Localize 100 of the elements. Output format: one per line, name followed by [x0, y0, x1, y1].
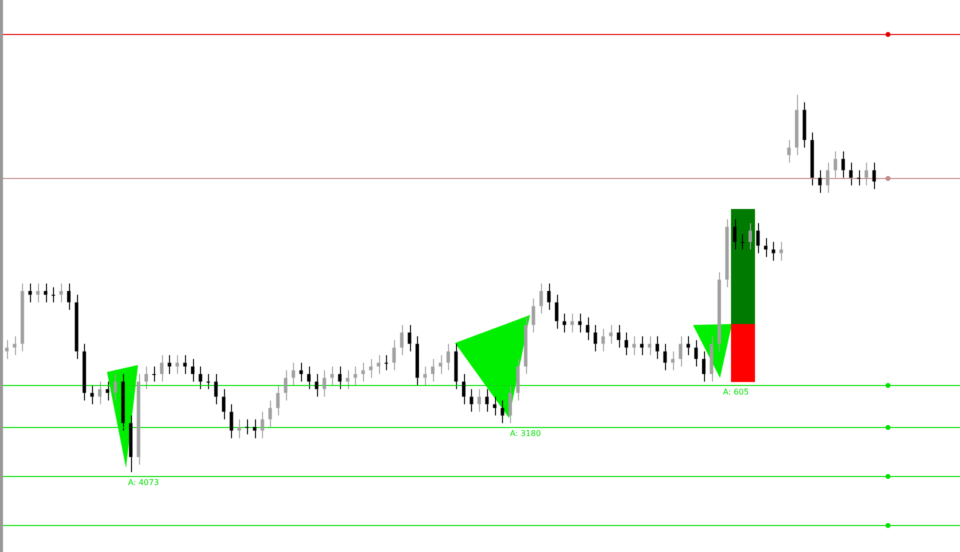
candlestick [718, 272, 722, 352]
candlestick [284, 370, 288, 401]
candlestick [702, 350, 706, 382]
candlestick [82, 343, 86, 401]
annotation: A: 605 [723, 387, 749, 396]
candlestick [222, 388, 226, 420]
candlestick [516, 358, 520, 401]
candlestick [609, 324, 613, 344]
candlestick [237, 418, 241, 439]
candlestick [632, 336, 636, 356]
candlestick [438, 354, 442, 375]
candlestick [810, 132, 814, 186]
candlestick [190, 358, 194, 382]
candlestick [524, 316, 528, 375]
candlestick [168, 354, 172, 375]
annotation: A: 3180 [510, 428, 541, 438]
candlestick [20, 282, 24, 352]
candlestick [446, 343, 450, 371]
candlestick [136, 374, 140, 466]
candlestick [554, 294, 558, 330]
candlestick [52, 286, 56, 303]
candlestick [338, 366, 342, 390]
candlestick [694, 340, 698, 367]
candlestick [678, 336, 682, 367]
candlestick [416, 336, 420, 386]
candlestick [648, 336, 652, 356]
candlestick [624, 332, 628, 356]
candlestick [376, 354, 380, 375]
candlestick [818, 170, 822, 194]
candlestick [539, 282, 543, 314]
candlestick [787, 140, 791, 164]
candlestick [485, 388, 489, 412]
candlestick [330, 366, 334, 386]
candlestick [748, 222, 752, 250]
candlestick [423, 366, 427, 386]
candlestick [772, 241, 776, 262]
candlestick [392, 340, 396, 371]
candlestick [369, 358, 373, 378]
annotation: A: 4073 [128, 478, 159, 488]
candlestick [454, 343, 458, 390]
candlestick [90, 384, 94, 405]
candlestick [756, 222, 760, 254]
candlestick [144, 366, 148, 390]
candlestick [59, 282, 63, 303]
candlestick [361, 362, 365, 382]
candlestick [5, 340, 9, 360]
candlestick [601, 328, 605, 352]
candlestick [307, 366, 311, 390]
candlestick [802, 102, 806, 148]
candlestick [260, 411, 264, 439]
candlestick [508, 384, 512, 424]
candlestick [74, 294, 78, 360]
candlestick [856, 170, 860, 186]
candlestick [640, 336, 644, 356]
candlestick [314, 374, 318, 398]
candlestick [594, 324, 598, 352]
candlestick [28, 282, 32, 303]
candlestick [826, 162, 830, 194]
candlestick [408, 324, 412, 352]
candlestick [872, 162, 876, 190]
candlestick [686, 336, 690, 356]
candlestick [547, 282, 551, 310]
candlestick [384, 354, 388, 371]
candlestick [183, 354, 187, 375]
candlestick [354, 366, 358, 386]
candlestick [864, 162, 868, 186]
candlestick [834, 150, 838, 178]
candlestick [67, 282, 71, 310]
candlestick [492, 396, 496, 416]
candlestick [252, 418, 256, 439]
candlestick [299, 362, 303, 382]
candlestick [214, 374, 218, 405]
candlestick [849, 162, 853, 186]
candlestick [500, 400, 504, 424]
candlestick [586, 316, 590, 341]
candlestick [663, 343, 667, 371]
candlestick [160, 354, 164, 382]
candlestick [346, 370, 350, 390]
candlestick [671, 350, 675, 371]
candlestick [106, 381, 110, 401]
candlestick [268, 400, 272, 428]
candlestick [616, 324, 620, 348]
candlestick [129, 415, 133, 473]
candlestick [400, 324, 404, 356]
candlestick [245, 418, 249, 435]
candlestick [562, 313, 566, 334]
candlestick [656, 336, 660, 360]
candlestick [114, 374, 118, 401]
candlestick [477, 388, 481, 412]
candlestick [779, 241, 783, 262]
candlestick [322, 370, 326, 398]
candlestick [764, 238, 768, 258]
candlestick [36, 282, 40, 303]
candlestick [12, 336, 16, 356]
candlestick [292, 362, 296, 386]
candlestick [578, 313, 582, 334]
candlestick [276, 384, 280, 416]
candlestick [206, 374, 210, 390]
candlestick [740, 234, 744, 250]
candlestick [462, 374, 466, 405]
